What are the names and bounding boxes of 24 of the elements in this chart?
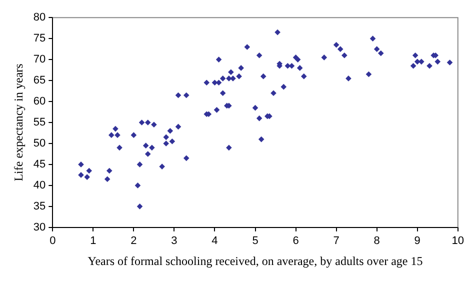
x-tick-label: 8 bbox=[374, 235, 380, 248]
x-tick-label: 0 bbox=[50, 235, 56, 248]
y-tick-label: 40 bbox=[33, 179, 46, 192]
x-tick-label: 2 bbox=[130, 235, 137, 248]
y-tick-label: 65 bbox=[33, 74, 46, 87]
x-tick-label: 6 bbox=[292, 235, 299, 248]
y-tick-label: 60 bbox=[33, 96, 46, 108]
y-tick-label: 70 bbox=[33, 54, 46, 66]
x-tick-label: 7 bbox=[333, 235, 340, 248]
y-tick-label: 45 bbox=[33, 158, 46, 170]
y-tick-label: 80 bbox=[33, 12, 46, 24]
y-tick-label: 50 bbox=[33, 138, 46, 150]
x-tick-label: 4 bbox=[212, 235, 218, 248]
y-tick-label: 30 bbox=[33, 221, 46, 234]
y-axis-title: Life expectancy in years bbox=[11, 63, 26, 182]
x-tick-label: 5 bbox=[252, 235, 258, 248]
x-tick-label: 9 bbox=[414, 235, 420, 248]
y-tick-label: 75 bbox=[33, 32, 46, 45]
y-tick-label: 55 bbox=[33, 116, 46, 129]
y-tick-label: 35 bbox=[33, 200, 46, 212]
x-axis-title: Years of formal schooling received, on average, by adults over age 15 bbox=[88, 254, 423, 268]
x-tick-label: 1 bbox=[90, 235, 96, 248]
x-tick-label: 3 bbox=[171, 235, 178, 248]
x-tick-label: 10 bbox=[452, 235, 464, 248]
